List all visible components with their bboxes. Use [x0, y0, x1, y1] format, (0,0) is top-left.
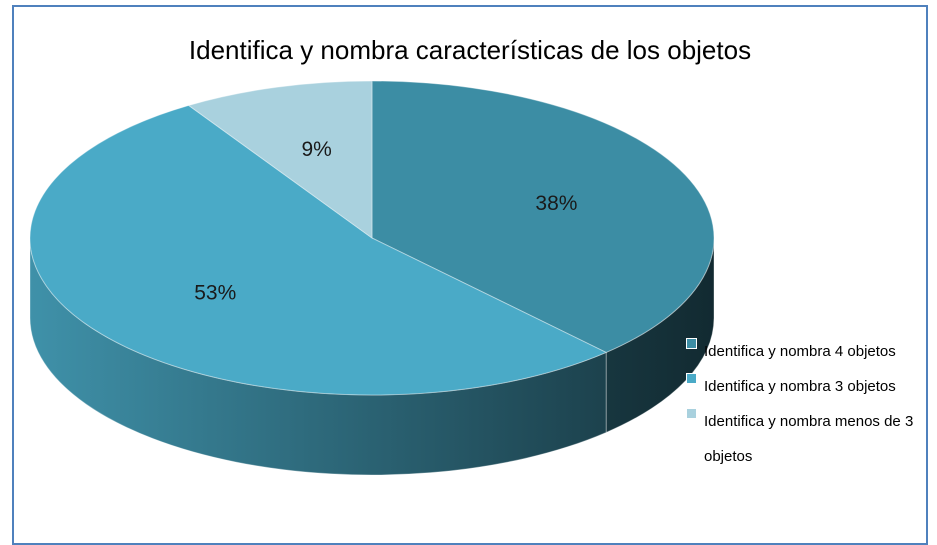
data-label: 9%	[301, 138, 331, 161]
legend-swatch	[686, 408, 697, 419]
legend-item: Identifica y nombra 3 objetos	[686, 369, 931, 404]
data-label: 53%	[194, 281, 236, 304]
pie-slice	[187, 80, 373, 239]
legend-label: Identifica y nombra 4 objetos	[704, 343, 896, 360]
pie-slice	[29, 104, 608, 396]
chart: Identifica y nombra características de l…	[29, 35, 751, 476]
legend-item: Identifica y nombra 4 objetos	[686, 334, 931, 369]
legend-swatch	[686, 373, 697, 384]
legend-label: Identifica y nombra 3 objetos	[704, 378, 896, 395]
legend: Identifica y nombra 4 objetos Identifica …	[686, 334, 931, 474]
legend-swatch	[686, 338, 697, 349]
legend-item: Identifica y nombra menos de 3 objetos	[686, 404, 931, 474]
legend-label: Identifica y nombra menos de 3 objetos	[704, 413, 914, 465]
chart-title: Identifica y nombra características de l…	[189, 35, 751, 65]
data-label: 38%	[535, 192, 577, 215]
page: {"chart_data": {"type": "pie", "title": …	[12, 5, 931, 545]
pie-slice	[371, 80, 715, 353]
